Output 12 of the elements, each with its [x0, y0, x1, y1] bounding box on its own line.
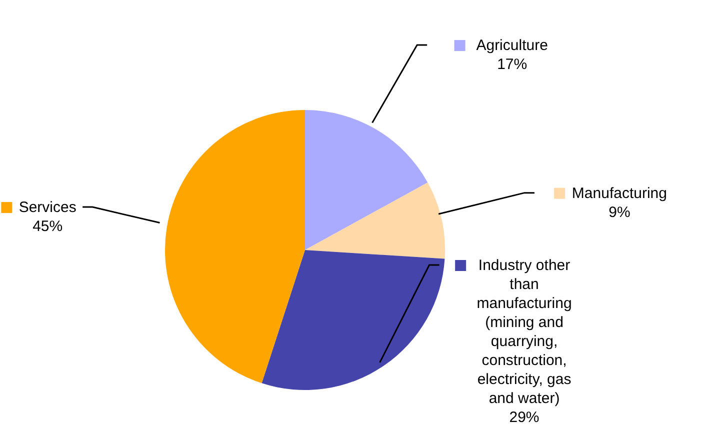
pie-slice [305, 182, 445, 259]
pie-slice [305, 110, 428, 250]
legend-label: Industry other than manufacturing (mining and quarrying, construction, electricity, gas and water) [476, 257, 572, 407]
legend-label: Manufacturing [572, 184, 667, 202]
pie-slice [165, 110, 305, 384]
pie-slice [262, 250, 445, 390]
data-label: 17% [497, 56, 528, 74]
legend-label: Agriculture [476, 37, 548, 54]
data-label: 9% [608, 204, 630, 221]
legend-label: Services [18, 199, 76, 216]
data-label: 29% [509, 409, 540, 426]
data-label: 45% [32, 218, 63, 236]
